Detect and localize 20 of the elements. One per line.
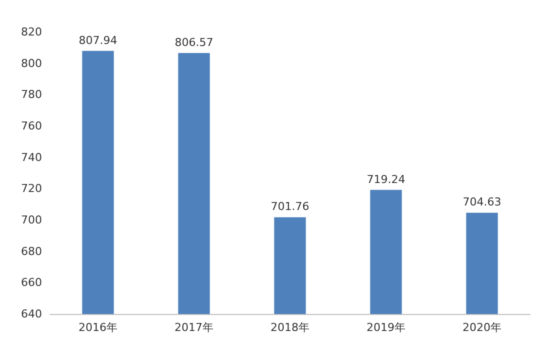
y-tick-label: 800	[21, 56, 42, 70]
data-label: 719.24	[366, 172, 406, 186]
data-label: 807.94	[78, 34, 118, 47]
y-tick-label: 780	[21, 88, 42, 102]
y-tick-label: 680	[21, 244, 42, 258]
y-tick-label: 740	[21, 150, 42, 164]
data-label: 806.57	[174, 36, 214, 50]
y-tick-label: 640	[21, 308, 42, 320]
y-tick-label: 760	[21, 120, 42, 132]
data-label: 701.76	[270, 200, 310, 214]
x-tick-label: 2020年	[462, 321, 502, 334]
y-tick-label: 660	[21, 276, 42, 290]
y-tick-label: 720	[21, 182, 42, 196]
y-tick-label: 820	[21, 26, 42, 38]
x-tick-label: 2018年	[270, 321, 310, 334]
data-label: 704.63	[462, 196, 502, 209]
x-tick-label: 2017年	[174, 321, 214, 334]
x-tick-label: 2019年	[366, 321, 406, 334]
y-tick-label: 700	[21, 214, 42, 226]
x-tick-label: 2016年	[78, 321, 118, 334]
